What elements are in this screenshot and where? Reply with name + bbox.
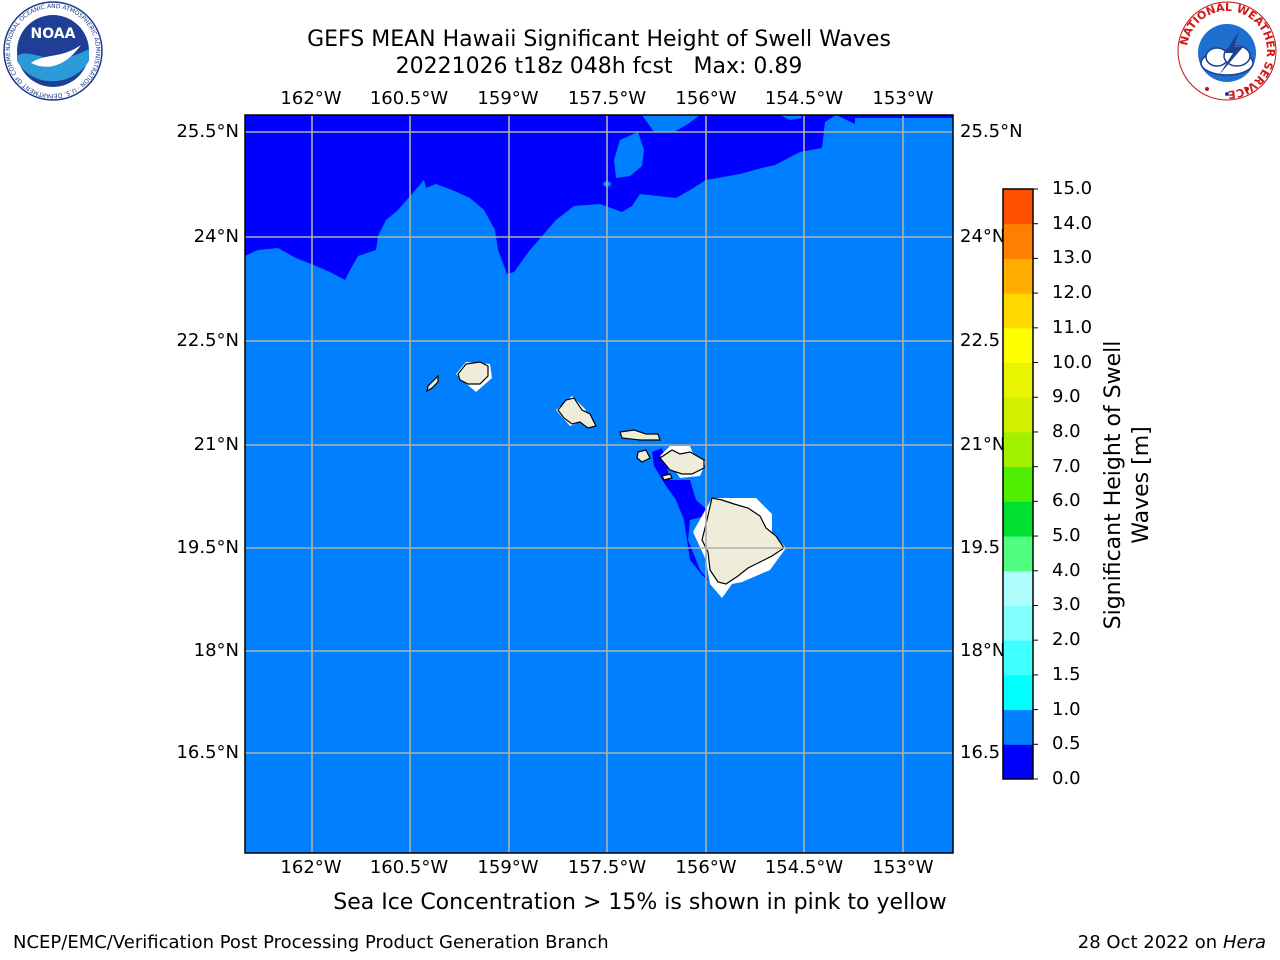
sea-ice-note: Sea Ice Concentration > 15% is shown in … (0, 890, 1280, 915)
colorbar-bin (1003, 397, 1033, 433)
colorbar-bin (1003, 293, 1033, 329)
colorbar-tick-label: 1.5 (1052, 663, 1081, 685)
colorbar-tick-label: 2.0 (1052, 629, 1081, 651)
chart-title-line1: GEFS MEAN Hawaii Significant Height of S… (307, 27, 891, 52)
lat-label-right: 16.5 (960, 742, 1001, 763)
colorbar-bin (1003, 605, 1033, 641)
colorbar-bin (1003, 570, 1033, 606)
colorbar-bin (1003, 362, 1033, 398)
island-molokai (619, 429, 661, 441)
lon-label-bottom: 156°W (675, 857, 737, 878)
colorbar-bin (1003, 466, 1033, 502)
lat-label-left: 24°N (193, 226, 239, 247)
colorbar-bin (1003, 674, 1033, 711)
sea-ice-note-text: Sea Ice Concentration > 15% is shown in … (333, 890, 947, 915)
lon-label-top: 153°W (872, 88, 934, 109)
footer-date-text: 28 Oct 2022 on (1077, 932, 1223, 953)
colorbar-tick-label: 5.0 (1052, 525, 1081, 547)
lat-label-right: 18°N (960, 640, 1006, 661)
lat-label-right: 19.5 (960, 537, 1001, 558)
colorbar-bin (1003, 640, 1033, 676)
colorbar-title-line1: Significant Height of Swell (1101, 340, 1126, 630)
island-hawaii (701, 497, 785, 585)
island-lanai (636, 449, 651, 463)
noaa-logo-text: NOAA (31, 26, 76, 42)
ocean-patch-maui-channel (652, 448, 712, 582)
colorbar-title-line2: Waves [m] (1129, 426, 1154, 544)
lat-label-right: 21°N (960, 434, 1006, 455)
colorbar-tick-label: 7.0 (1052, 455, 1081, 477)
colorbar-bin (1003, 501, 1033, 537)
colorbar-tick-label: 8.0 (1052, 420, 1081, 442)
lon-label-top: 159°W (477, 88, 539, 109)
lon-label-bottom: 157.5°W (567, 857, 647, 878)
lat-label-right: 24°N (960, 226, 1006, 247)
colorbar-bin (1003, 536, 1033, 572)
colorbar (1002, 188, 1038, 780)
colorbar-bin (1003, 327, 1033, 364)
colorbar-bin (1003, 258, 1033, 294)
colorbar-tick-label: 12.0 (1052, 282, 1093, 304)
colorbar-bin (1003, 431, 1033, 468)
island-maui (659, 449, 705, 475)
lon-label-top: 160.5°W (369, 88, 449, 109)
footer-credit: NCEP/EMC/Verification Post Processing Pr… (13, 932, 609, 953)
colorbar-tick-label: 6.0 (1052, 490, 1081, 512)
colorbar-tick-label: 0.5 (1052, 733, 1081, 755)
ocean-swell-0-0-to-0-5 (245, 115, 953, 280)
lat-label-left: 19.5°N (176, 537, 239, 558)
lat-label-left: 18°N (193, 640, 239, 661)
colorbar-tick-label: 13.0 (1052, 247, 1093, 269)
lat-label-left: 25.5°N (176, 121, 239, 142)
colorbar-bin (1003, 709, 1033, 745)
lon-label-bottom: 160.5°W (369, 857, 449, 878)
island-kauai (457, 361, 489, 385)
ocean-patch-central (614, 132, 644, 178)
map-frame (244, 114, 954, 854)
ocean-patch-north (642, 115, 700, 132)
colorbar-tick-label: 3.0 (1052, 594, 1081, 616)
colorbar-bin (1003, 189, 1033, 225)
footer-date: 28 Oct 2022 on Hera (1078, 932, 1266, 953)
colorbar-bin (1003, 744, 1033, 780)
colorbar-tick-label: 10.0 (1052, 351, 1093, 373)
lat-label-right: 22.5 (960, 330, 1001, 351)
colorbar-tick-label: 0.0 (1052, 768, 1081, 789)
island-niihau (426, 374, 439, 393)
colorbar-tick-label: 4.0 (1052, 559, 1081, 581)
lon-label-top: 154.5°W (764, 88, 844, 109)
lat-label-left: 16.5°N (176, 742, 239, 763)
lon-label-bottom: 153°W (872, 857, 934, 878)
colorbar-bin (1003, 223, 1033, 259)
lat-label-left: 22.5°N (176, 330, 239, 351)
colorbar-title: Significant Height of Swell Waves [m] (1100, 341, 1156, 630)
colorbar-tick-label: 9.0 (1052, 386, 1081, 408)
island-kahoolawe (661, 473, 673, 481)
colorbar-tick-label: 15.0 (1052, 178, 1093, 199)
colorbar-tick-label: 1.0 (1052, 698, 1081, 720)
lat-label-right: 25.5°N (960, 121, 1023, 142)
lon-label-bottom: 159°W (477, 857, 539, 878)
lon-label-top: 162°W (280, 88, 342, 109)
island-oahu (557, 397, 597, 429)
noaa-logo: NATIONAL OCEANIC AND ATMOSPHERIC ADMINIS… (3, 1, 103, 101)
map-gridlines (245, 115, 953, 853)
lat-label-left: 21°N (193, 434, 239, 455)
lon-label-bottom: 162°W (280, 857, 342, 878)
footer-machine: Hera (1222, 932, 1266, 953)
lon-label-top: 157.5°W (567, 88, 647, 109)
lon-label-top: 156°W (675, 88, 737, 109)
colorbar-frame (1002, 188, 1034, 780)
ocean-patch-north-east (780, 115, 802, 120)
lon-label-bottom: 154.5°W (764, 857, 844, 878)
colorbar-tick-label: 14.0 (1052, 212, 1093, 234)
nws-logo: NATIONAL WEATHER SERVICE (1177, 1, 1277, 101)
colorbar-tick-label: 11.0 (1052, 316, 1093, 338)
chart-title-line2: 20221026 t18z 048h fcst Max: 0.89 (395, 54, 803, 79)
